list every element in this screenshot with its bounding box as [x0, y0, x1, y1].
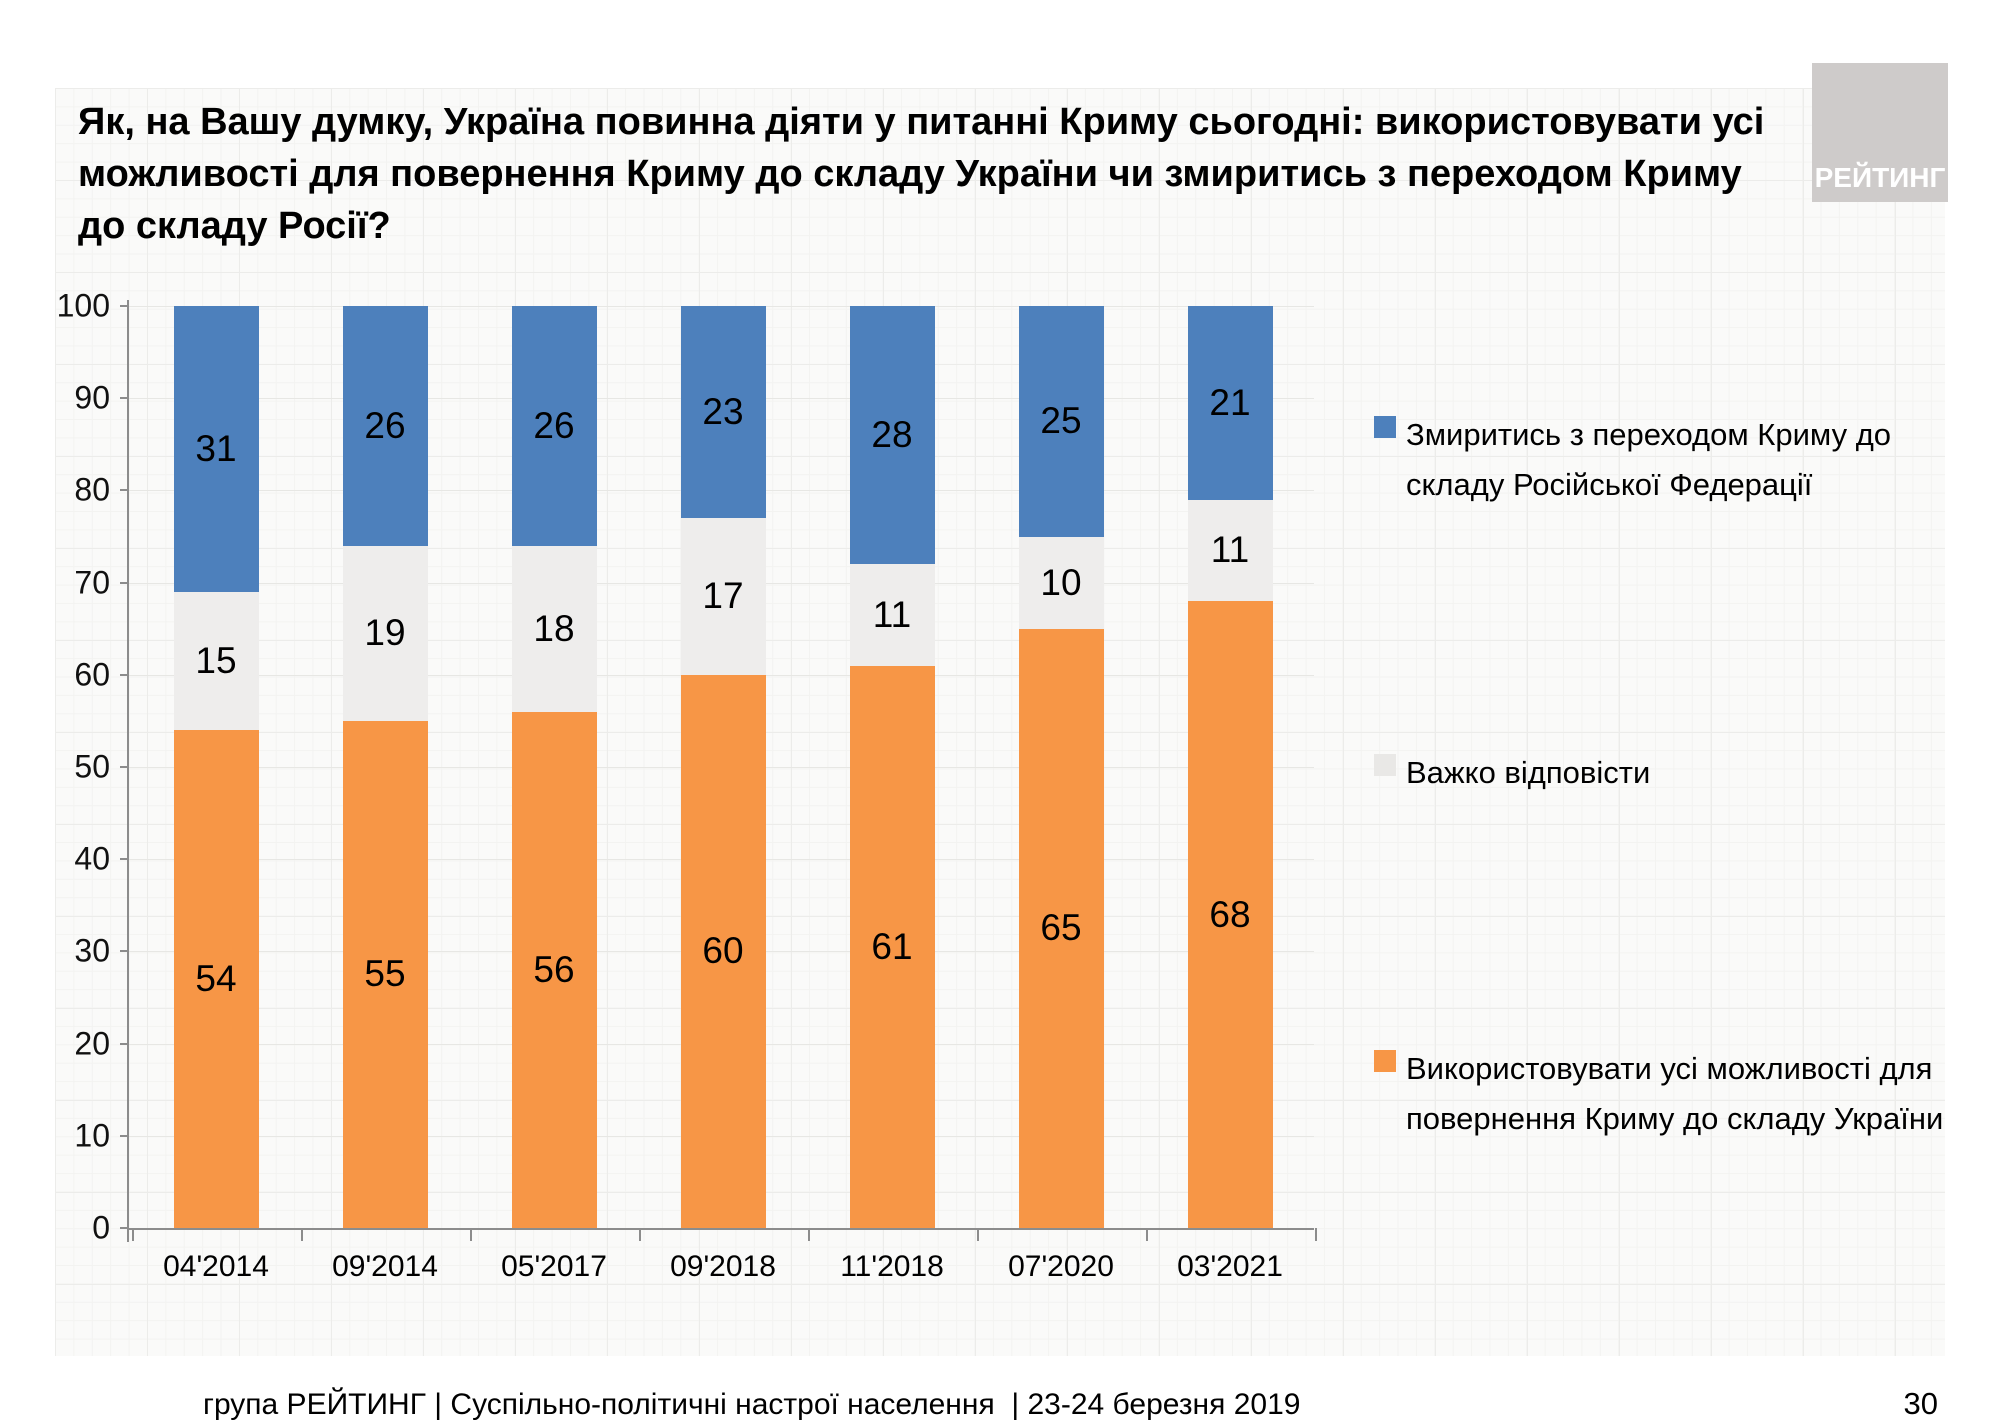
legend-color-swatch — [1374, 754, 1396, 776]
x-axis-category-label: 09'2014 — [332, 1250, 438, 1283]
bar-segment — [680, 306, 766, 519]
bar-segment — [342, 306, 428, 546]
bar-segment — [1018, 536, 1104, 629]
bar-segment-value: 65 — [1040, 907, 1082, 949]
y-axis-tick — [120, 1134, 129, 1137]
bar-segment — [1018, 628, 1104, 1228]
y-axis-tick — [120, 950, 129, 953]
bar-segment — [511, 711, 597, 1228]
bar-segment — [173, 306, 259, 592]
bar-segment — [849, 665, 935, 1228]
bar-segment — [1187, 499, 1273, 602]
bar-segment — [342, 545, 428, 721]
bar-segment — [173, 591, 259, 731]
x-axis-tick — [1145, 1228, 1148, 1241]
y-axis-tick — [120, 1227, 129, 1229]
footer-source-text: група РЕЙТИНГ | Суспільно-політичні наст… — [203, 1388, 1301, 1421]
x-axis-category-label: 11'2018 — [840, 1250, 944, 1283]
bar-segment-value: 10 — [1040, 561, 1082, 603]
chart-title: Як, на Вашу думку, Україна повинна діяти… — [78, 101, 1765, 247]
rating-group-logo: РЕЙТИНГ — [1812, 63, 1948, 202]
bar-segment-value: 28 — [871, 414, 913, 456]
bar-segment-value: 55 — [364, 953, 406, 995]
y-axis-label: 100 — [56, 287, 110, 324]
x-axis-tick — [300, 1228, 303, 1241]
y-axis-label: 60 — [74, 656, 110, 693]
bar-segment-value: 19 — [364, 612, 406, 654]
x-axis-category-label: 07'2020 — [1008, 1250, 1114, 1283]
x-axis-line — [127, 1228, 1314, 1230]
x-axis-tick — [638, 1228, 641, 1241]
bar-segment-value: 23 — [702, 391, 744, 433]
bar-segment-value: 56 — [533, 948, 575, 990]
bar-segment-value: 17 — [702, 575, 744, 617]
bar-segment — [1187, 601, 1273, 1228]
rating-group-logo-label: РЕЙТИНГ — [1814, 162, 1946, 193]
page-number: 30 — [1903, 1386, 1938, 1421]
bar-segment-value: 60 — [702, 930, 744, 972]
bar-segment-value: 54 — [195, 958, 237, 1000]
y-axis-label: 30 — [74, 932, 110, 969]
x-axis-tick — [469, 1228, 472, 1241]
bar-segment-value: 18 — [533, 607, 575, 649]
bar-segment — [173, 730, 259, 1228]
x-axis-tick — [976, 1228, 979, 1241]
legend-label: Використовувати усі можливості для поверн… — [1406, 1051, 1944, 1136]
y-axis-tick — [120, 1042, 129, 1045]
legend-label: Важко відповісти — [1406, 755, 1651, 790]
bar-segment — [511, 545, 597, 712]
y-axis-tick — [120, 581, 129, 584]
bar-segment — [1187, 306, 1273, 500]
bar-segment-value: 11 — [1210, 529, 1250, 571]
y-axis-tick — [120, 489, 129, 492]
bar-segment — [849, 564, 935, 666]
x-axis-category-label: 04'2014 — [163, 1250, 269, 1283]
bar-segment-value: 11 — [872, 593, 912, 635]
y-axis-tick — [120, 397, 129, 400]
bar-segment — [849, 306, 935, 565]
y-axis-tick — [120, 673, 129, 676]
bar-segment-value: 68 — [1209, 893, 1251, 935]
bar-segment-value: 31 — [195, 427, 237, 469]
x-axis-category-label: 03'2021 — [1177, 1250, 1283, 1283]
x-axis-category-label: 05'2017 — [501, 1250, 607, 1283]
y-axis-label: 50 — [74, 748, 110, 785]
y-axis-tick — [120, 766, 129, 768]
bar-segment-value: 25 — [1040, 400, 1082, 442]
bar-segment-value: 26 — [533, 404, 575, 446]
legend-label: Змиритись з переходом Криму до складу Рос… — [1406, 417, 1892, 502]
y-axis-label: 70 — [74, 564, 110, 601]
bar-segment-value: 21 — [1209, 381, 1251, 423]
x-axis-tick — [807, 1228, 810, 1241]
bar-segment — [680, 674, 766, 1228]
legend-color-swatch — [1374, 1050, 1396, 1072]
y-axis-line — [127, 300, 129, 1242]
y-axis-label: 20 — [74, 1025, 110, 1062]
y-axis-tick — [120, 305, 129, 307]
bar-segment-value: 61 — [871, 925, 913, 967]
y-axis-tick — [120, 858, 129, 861]
x-axis-tick — [131, 1228, 134, 1241]
legend-item: Важко відповісти — [1374, 748, 1650, 798]
bar-segment — [342, 720, 428, 1228]
legend-color-swatch — [1374, 416, 1396, 438]
bar-segment — [1018, 306, 1104, 537]
bar-segment-value: 15 — [195, 639, 237, 681]
legend-item: Використовувати усі можливості для поверн… — [1374, 1044, 1943, 1144]
y-axis-label: 90 — [74, 379, 110, 416]
y-axis-label: 10 — [74, 1117, 110, 1154]
x-axis-tick — [1314, 1228, 1317, 1241]
bar-segment — [511, 306, 597, 546]
x-axis-category-label: 09'2018 — [670, 1250, 776, 1283]
bar-segment-value: 26 — [364, 404, 406, 446]
bar-segment — [680, 518, 766, 675]
y-axis-label: 0 — [92, 1209, 110, 1246]
slide-panel — [55, 88, 1945, 1356]
y-axis-label: 40 — [74, 840, 110, 877]
legend-item: Змиритись з переходом Криму до складу Рос… — [1374, 410, 1891, 510]
y-axis-label: 80 — [74, 471, 110, 508]
